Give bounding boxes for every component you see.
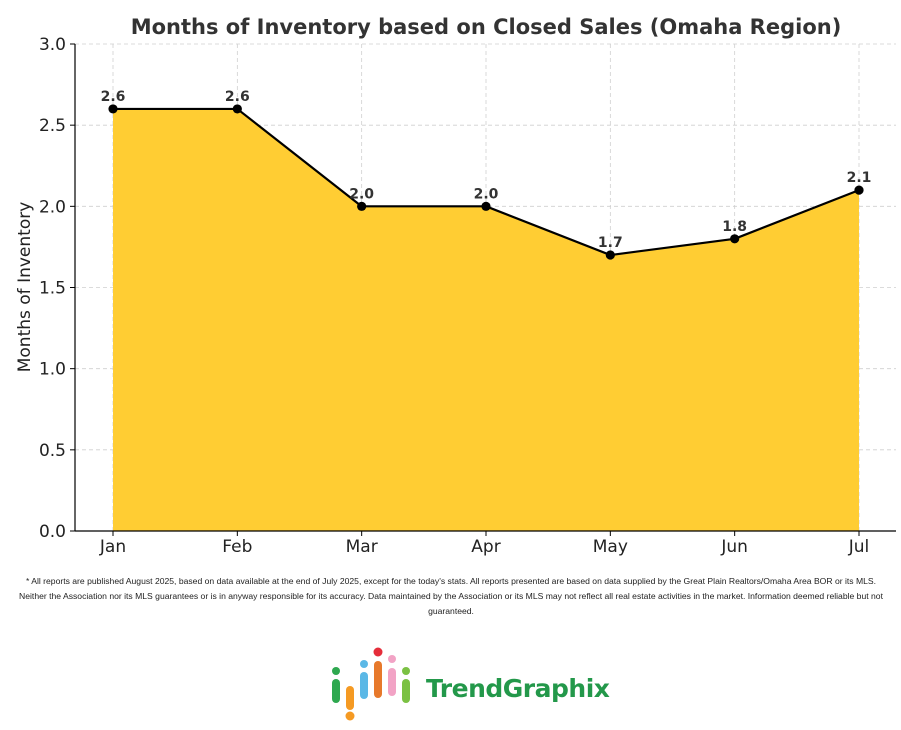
y-tick-label: 2.0 (39, 197, 66, 217)
axes: 0.0 0.5 1.0 1.5 2.0 2.5 3.0 Jan Feb Mar Apr May Jun J… (39, 35, 896, 557)
data-label: 2.1 (847, 170, 872, 186)
x-tick-label: Jun (720, 537, 748, 557)
brand-logo: TrendGraphix (330, 646, 620, 722)
trendgraphix-logo-icon (332, 647, 410, 721)
data-label: 2.6 (101, 89, 126, 105)
area-fill (113, 108, 859, 531)
x-tick-label: May (593, 537, 628, 557)
data-marks: 2.6 2.6 2.0 2.0 1.7 1.8 2.1 (101, 89, 872, 260)
x-tick-label: Jan (99, 537, 126, 557)
x-tick-label: Jul (848, 537, 870, 557)
data-point (232, 104, 242, 114)
y-tick-label: 1.5 (39, 279, 66, 299)
plot-area (113, 108, 859, 531)
x-tick-label: Feb (222, 537, 252, 557)
data-label: 1.7 (598, 235, 623, 251)
chart-title: Months of Inventory based on Closed Sale… (131, 15, 842, 39)
x-tick-label: Apr (471, 537, 500, 557)
data-point (605, 250, 615, 260)
data-point (854, 185, 864, 195)
brand-name: TrendGraphix (426, 674, 610, 703)
data-label: 2.0 (349, 186, 374, 202)
chart: Months of Inventory based on Closed Sale… (15, 15, 896, 557)
data-point (108, 104, 118, 114)
data-label: 1.8 (722, 219, 747, 235)
x-tick-label: Mar (346, 537, 378, 557)
y-tick-label: 2.5 (39, 116, 66, 136)
data-point (730, 234, 740, 244)
disclaimer-note: * All reports are published August 2025,… (19, 576, 883, 616)
y-tick-label: 0.0 (39, 522, 66, 542)
y-tick-label: 1.0 (39, 360, 66, 380)
data-point (481, 201, 491, 211)
y-axis-label: Months of Inventory (15, 202, 35, 373)
data-label: 2.0 (474, 186, 499, 202)
data-label: 2.6 (225, 89, 250, 105)
data-point (357, 201, 367, 211)
y-tick-label: 3.0 (39, 35, 66, 55)
y-tick-label: 0.5 (39, 441, 66, 461)
